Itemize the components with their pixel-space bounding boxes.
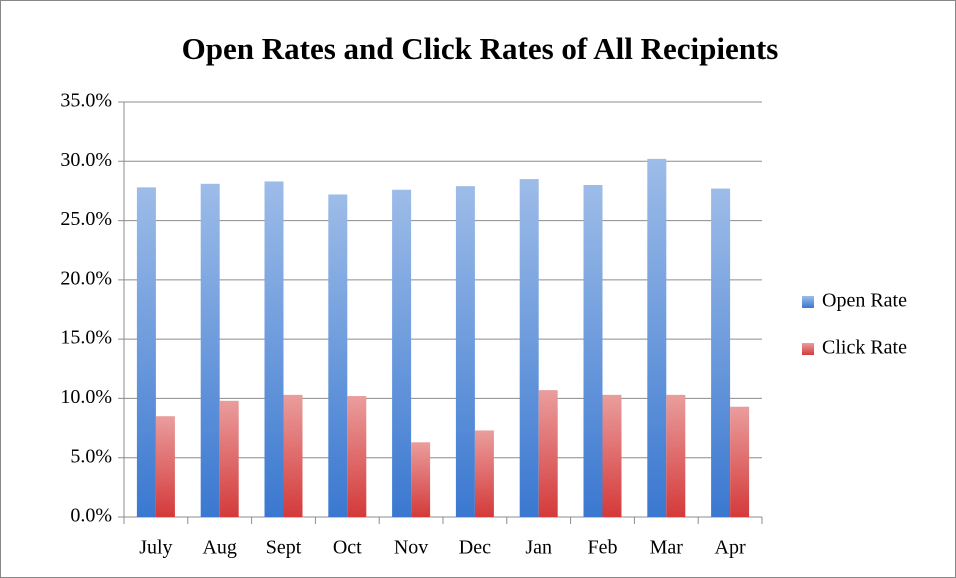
bar bbox=[519, 179, 539, 518]
bar bbox=[392, 189, 412, 517]
y-tick-label: 15.0% bbox=[60, 327, 112, 349]
legend-label: Open Rate bbox=[822, 290, 907, 312]
y-tick-label: 0.0% bbox=[70, 505, 112, 527]
bar bbox=[347, 396, 367, 517]
bar bbox=[538, 390, 558, 517]
legend-label: Click Rate bbox=[822, 337, 907, 359]
bar bbox=[455, 186, 475, 517]
bar bbox=[602, 394, 622, 517]
x-tick-label: Sept bbox=[266, 537, 302, 559]
y-tick-label: 10.0% bbox=[60, 386, 112, 408]
x-tick-label: Apr bbox=[715, 537, 746, 559]
y-tick-label: 30.0% bbox=[60, 149, 112, 171]
bar bbox=[200, 183, 220, 518]
bar bbox=[136, 187, 156, 517]
x-tick-label: Jan bbox=[525, 537, 552, 559]
y-tick-label: 35.0% bbox=[60, 90, 112, 112]
bar bbox=[730, 406, 750, 517]
x-tick-label: Nov bbox=[394, 537, 428, 559]
bar bbox=[328, 194, 348, 517]
x-tick-label: July bbox=[139, 537, 172, 559]
x-tick-label: Feb bbox=[588, 537, 618, 559]
y-tick-label: 25.0% bbox=[60, 208, 112, 230]
x-tick-label: Mar bbox=[650, 537, 684, 559]
bar bbox=[155, 416, 175, 517]
x-tick-label: Oct bbox=[333, 537, 362, 559]
y-tick-label: 5.0% bbox=[70, 445, 112, 467]
x-tick-label: Aug bbox=[202, 537, 236, 559]
x-tick-label: Dec bbox=[459, 537, 491, 559]
bar bbox=[411, 442, 431, 517]
bar bbox=[711, 188, 731, 518]
legend-swatch bbox=[802, 343, 814, 355]
bar bbox=[474, 430, 494, 517]
bar bbox=[283, 394, 303, 517]
chart-title: Open Rates and Click Rates of All Recipi… bbox=[182, 31, 779, 66]
bar bbox=[264, 181, 284, 517]
bar bbox=[583, 185, 603, 517]
bar bbox=[647, 158, 667, 517]
y-tick-label: 20.0% bbox=[60, 267, 112, 289]
bar bbox=[666, 394, 686, 517]
bar bbox=[219, 400, 239, 517]
legend-swatch bbox=[802, 296, 814, 308]
